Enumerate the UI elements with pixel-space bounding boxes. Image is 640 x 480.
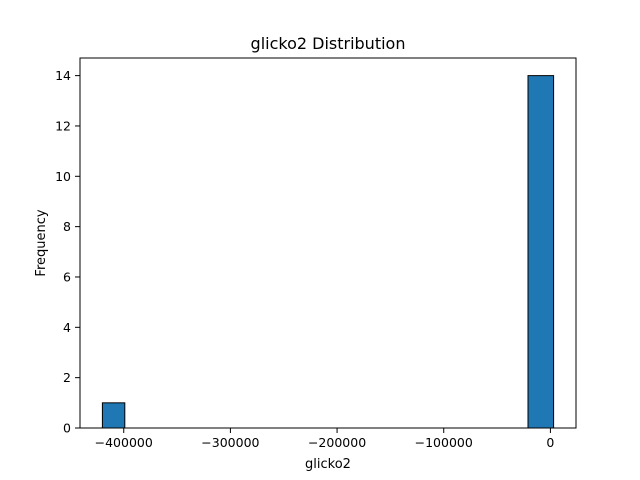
x-tick-label-0: −400000 (95, 435, 153, 450)
chart-title: glicko2 Distribution (251, 34, 406, 53)
plot-frame (79, 57, 577, 429)
y-tick-label-7: 14 (55, 68, 71, 83)
histogram-bar-19 (527, 75, 555, 429)
x-tick-label-3: −100000 (415, 435, 473, 450)
y-tick-label-6: 12 (55, 118, 71, 133)
y-ticks-group: 0 2 4 6 8 10 12 14 (55, 68, 80, 436)
x-tick-label-2: −200000 (308, 435, 366, 450)
x-tick-label-1: −300000 (201, 435, 259, 450)
y-tick-label-5: 10 (55, 169, 71, 184)
x-axis-label: glicko2 (305, 457, 351, 472)
histogram-bar-0 (101, 402, 126, 429)
y-tick-label-3: 6 (63, 269, 71, 284)
y-tick-label-2: 4 (63, 320, 71, 335)
x-ticks-group: −400000 −300000 −200000 −100000 0 (95, 428, 554, 450)
y-tick-label-0: 0 (63, 421, 71, 436)
y-tick-label-4: 8 (63, 219, 71, 234)
y-axis-label: Frequency (34, 209, 49, 276)
axes-group (79, 57, 577, 429)
x-tick-label-4: 0 (546, 435, 554, 450)
y-tick-label-1: 2 (63, 370, 71, 385)
